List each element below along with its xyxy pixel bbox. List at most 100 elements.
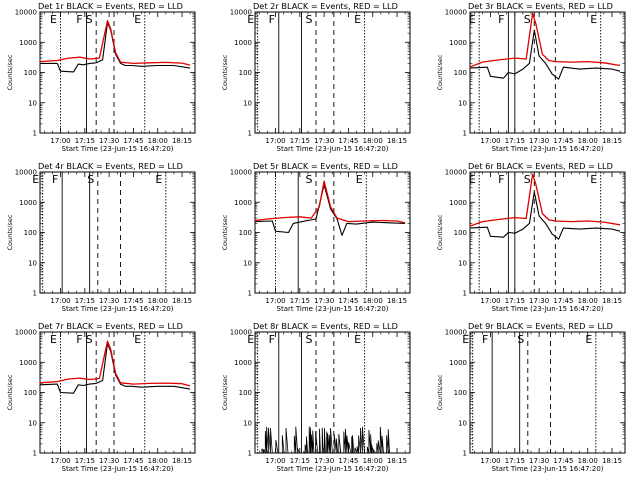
x-tick-label: 18:00 [148, 457, 168, 465]
x-axis-label: Start Time (23-Jun-15 16:47:20) [492, 305, 604, 313]
event-marker-label: E [462, 333, 469, 346]
x-tick-label: 18:00 [363, 137, 383, 145]
event-marker-label: F [76, 333, 82, 346]
y-tick-label: 100 [24, 229, 37, 237]
y-tick-label: 10 [28, 419, 37, 427]
chart-panel-1: Det 1r BLACK = Events, RED = LLD 1 10 100 10… [6, 1, 196, 153]
event-marker-label: S [87, 173, 94, 186]
panel-title: Det 9r BLACK = Events, RED = LLD [468, 321, 613, 331]
panel-title: Det 6r BLACK = Events, RED = LLD [468, 161, 613, 171]
event-marker-label: F [498, 173, 504, 186]
y-tick-label: 10000 [445, 9, 467, 17]
y-tick-label: 10 [243, 259, 252, 267]
event-marker-label: E [469, 13, 476, 26]
y-tick-label: 10 [243, 419, 252, 427]
chart-panel-9: Det 9r BLACK = Events, RED = LLD 1 10 100 10… [436, 321, 626, 473]
y-axis-label: Counts/sec [436, 374, 444, 410]
y-axis-label: Counts/sec [436, 214, 444, 250]
event-marker-label: F [52, 173, 58, 186]
plot-frame [469, 11, 626, 134]
x-tick-label: 17:30 [99, 297, 119, 305]
plot-frame [39, 11, 196, 134]
y-tick-label: 1 [248, 130, 252, 138]
event-marker-label: E [469, 173, 476, 186]
panel-title: Det 4r BLACK = Events, RED = LLD [38, 161, 183, 171]
y-axis-label: Counts/sec [6, 214, 14, 250]
x-tick-label: 17:30 [99, 137, 119, 145]
event-marker-label: E [585, 333, 592, 346]
y-tick-label: 1 [463, 130, 467, 138]
y-tick-label: 1 [463, 290, 467, 298]
y-tick-label: 1000 [19, 199, 37, 207]
x-tick-label: 17:15 [290, 457, 310, 465]
series-events [469, 191, 621, 240]
y-tick-label: 1 [33, 450, 37, 458]
x-tick-label: 18:00 [578, 297, 598, 305]
panel-title: Det 5r BLACK = Events, RED = LLD [253, 161, 398, 171]
event-marker-label: F [498, 13, 504, 26]
event-marker-label: S [86, 13, 93, 26]
x-axis-label: Start Time (23-Jun-15 16:47:20) [62, 145, 174, 153]
x-tick-label: 17:45 [553, 297, 573, 305]
x-tick-label: 18:00 [148, 297, 168, 305]
x-tick-label: 17:30 [99, 457, 119, 465]
x-tick-label: 17:30 [314, 137, 334, 145]
x-tick-label: 18:15 [602, 297, 622, 305]
x-axis-label: Start Time (23-Jun-15 16:47:20) [492, 465, 604, 473]
x-tick-label: 17:00 [50, 137, 70, 145]
y-axis-label: Counts/sec [221, 54, 229, 90]
event-marker-label: E [50, 333, 57, 346]
series-events [256, 426, 390, 454]
event-marker-label: E [590, 13, 597, 26]
x-tick-label: 17:00 [50, 297, 70, 305]
event-marker-label: E [134, 13, 141, 26]
x-tick-label: 18:00 [363, 457, 383, 465]
y-tick-label: 1000 [449, 199, 467, 207]
y-tick-label: 10 [458, 259, 467, 267]
x-tick-label: 18:15 [172, 297, 192, 305]
chart-panel-7: Det 7r BLACK = Events, RED = LLD 1 10 100 10… [6, 321, 196, 473]
x-tick-label: 17:00 [265, 457, 285, 465]
y-tick-label: 10 [458, 419, 467, 427]
x-tick-label: 18:15 [387, 297, 407, 305]
y-tick-label: 10000 [230, 9, 252, 17]
event-marker-label: E [134, 333, 141, 346]
y-tick-label: 1000 [234, 199, 252, 207]
y-tick-label: 100 [454, 229, 467, 237]
event-marker-label: E [590, 173, 597, 186]
y-tick-label: 10 [28, 99, 37, 107]
y-tick-label: 1000 [449, 359, 467, 367]
x-axis-label: Start Time (23-Jun-15 16:47:20) [277, 465, 389, 473]
event-marker-label: F [482, 333, 488, 346]
y-tick-label: 100 [454, 389, 467, 397]
event-marker-label: S [306, 173, 313, 186]
event-marker-label: E [50, 13, 57, 26]
x-tick-label: 18:15 [602, 137, 622, 145]
x-tick-label: 18:15 [602, 457, 622, 465]
y-tick-label: 10 [458, 99, 467, 107]
y-tick-label: 100 [239, 229, 252, 237]
panel-title: Det 1r BLACK = Events, RED = LLD [38, 1, 183, 11]
x-tick-label: 18:15 [387, 457, 407, 465]
x-tick-label: 17:30 [314, 297, 334, 305]
panel-title: Det 8r BLACK = Events, RED = LLD [253, 321, 398, 331]
event-marker-label: E [354, 333, 361, 346]
y-tick-label: 100 [454, 69, 467, 77]
y-tick-label: 100 [24, 69, 37, 77]
y-tick-label: 10000 [230, 169, 252, 177]
chart-panel-8: Det 8r BLACK = Events, RED = LLD 1 10 100 10… [221, 321, 411, 473]
y-tick-label: 1000 [234, 39, 252, 47]
y-tick-label: 10000 [445, 329, 467, 337]
x-axis-label: Start Time (23-Jun-15 16:47:20) [277, 305, 389, 313]
x-tick-label: 17:15 [505, 297, 525, 305]
event-marker-label: E [32, 173, 39, 186]
event-marker-label: E [356, 173, 363, 186]
x-tick-label: 17:00 [480, 297, 500, 305]
x-tick-label: 17:45 [553, 457, 573, 465]
y-tick-label: 1000 [234, 359, 252, 367]
x-tick-label: 17:30 [314, 457, 334, 465]
event-marker-label: F [269, 13, 275, 26]
x-tick-label: 18:15 [172, 137, 192, 145]
x-tick-label: 17:45 [553, 137, 573, 145]
